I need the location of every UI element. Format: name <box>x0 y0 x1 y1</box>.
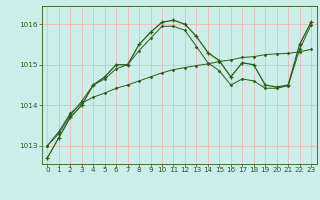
Text: Graphe pression niveau de la mer (hPa): Graphe pression niveau de la mer (hPa) <box>58 182 262 191</box>
